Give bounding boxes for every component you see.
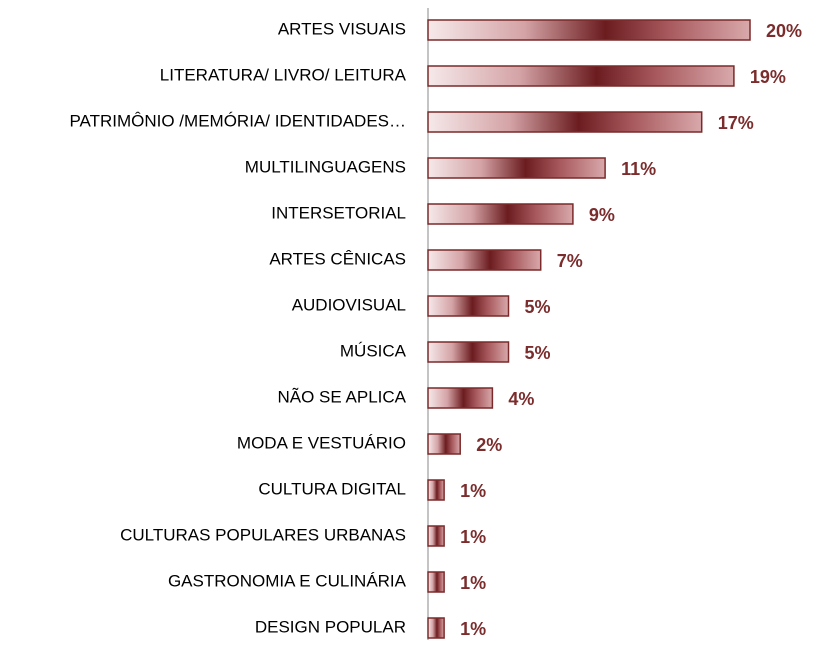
category-label: AUDIOVISUAL <box>292 295 406 314</box>
bar <box>427 203 574 225</box>
value-label: 5% <box>525 343 551 363</box>
bar <box>427 341 510 363</box>
category-label: LITERATURA/ LIVRO/ LEITURA <box>160 65 407 84</box>
value-label: 2% <box>476 435 502 455</box>
bar <box>427 387 494 409</box>
category-label: GASTRONOMIA E CULINÁRIA <box>168 571 407 590</box>
value-label: 1% <box>460 481 486 501</box>
category-label: CULTURA DIGITAL <box>258 479 406 498</box>
value-label: 1% <box>460 527 486 547</box>
value-label: 11% <box>621 159 656 179</box>
category-label: NÃO SE APLICA <box>278 387 407 406</box>
value-label: 7% <box>557 251 583 271</box>
value-label: 20% <box>766 21 802 41</box>
category-label: MODA E VESTUÁRIO <box>237 433 406 452</box>
category-label: MÚSICA <box>340 341 407 360</box>
bar <box>427 111 703 133</box>
bar <box>427 571 445 593</box>
category-label: INTERSETORIAL <box>271 203 406 222</box>
value-label: 1% <box>460 619 486 639</box>
value-label: 1% <box>460 573 486 593</box>
category-label: CULTURAS POPULARES URBANAS <box>120 525 406 544</box>
bar <box>427 525 445 547</box>
category-label: ARTES CÊNICAS <box>269 249 406 268</box>
bar <box>427 249 542 271</box>
bar <box>427 157 606 179</box>
value-label: 19% <box>750 67 786 87</box>
value-label: 17% <box>718 113 754 133</box>
bar <box>427 479 445 501</box>
bar <box>427 65 735 87</box>
category-label: ARTES VISUAIS <box>278 19 406 38</box>
category-label: MULTILINGUAGENS <box>245 157 406 176</box>
value-label: 4% <box>508 389 534 409</box>
bar <box>427 617 445 639</box>
category-label: DESIGN POPULAR <box>255 617 406 636</box>
value-label: 9% <box>589 205 615 225</box>
value-label: 5% <box>525 297 551 317</box>
bar <box>427 19 751 41</box>
category-label: PATRIMÔNIO /MEMÓRIA/ IDENTIDADES… <box>69 111 406 130</box>
bar <box>427 295 510 317</box>
bar <box>427 433 461 455</box>
